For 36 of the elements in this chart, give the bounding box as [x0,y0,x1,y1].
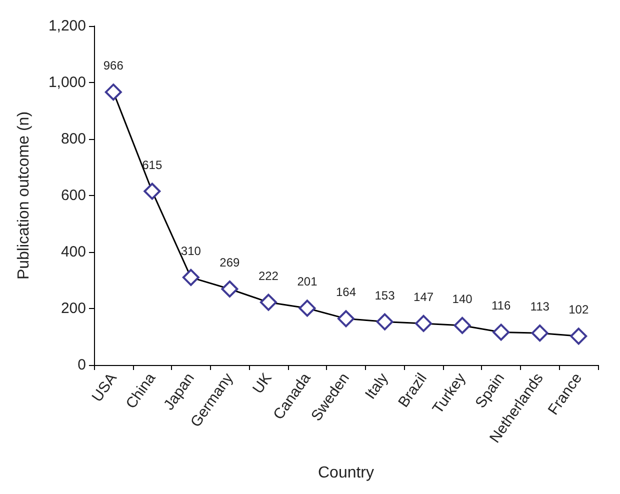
point [298,300,316,317]
data-label: 615 [142,158,162,172]
point [144,182,161,200]
y-axis-title: Publication outcome (n) [16,111,32,280]
y-tick-label: 1,200 [48,18,86,34]
point [415,314,432,332]
y-tick-label: 600 [60,187,86,204]
data-label: 102 [568,302,589,317]
x-tick-label: UK [250,370,276,397]
point [260,294,277,311]
data-label: 966 [103,58,124,73]
x-axis-title: Country [318,464,374,482]
point [531,324,548,342]
y-tick-label: 800 [60,130,86,148]
data-label: 113 [530,300,550,314]
data-label: 310 [180,244,202,258]
data-label: 222 [258,268,279,283]
y-tick-label: 200 [60,300,86,317]
point [454,316,471,334]
point [492,324,510,341]
y-tick-label: 400 [60,244,86,260]
data-label: 147 [414,290,434,304]
point [221,280,238,298]
y-tick-label: 0 [78,356,86,374]
data-label: 269 [220,256,240,270]
point [182,268,200,286]
point [376,313,394,330]
point [104,84,122,101]
data-label: 153 [374,288,396,302]
data-label: 116 [492,298,511,313]
point [338,310,354,328]
data-label: 140 [452,292,473,306]
y-tick-label: 1,000 [48,74,86,91]
point [570,328,588,345]
data-label: 164 [336,285,356,300]
data-label: 201 [297,274,318,289]
